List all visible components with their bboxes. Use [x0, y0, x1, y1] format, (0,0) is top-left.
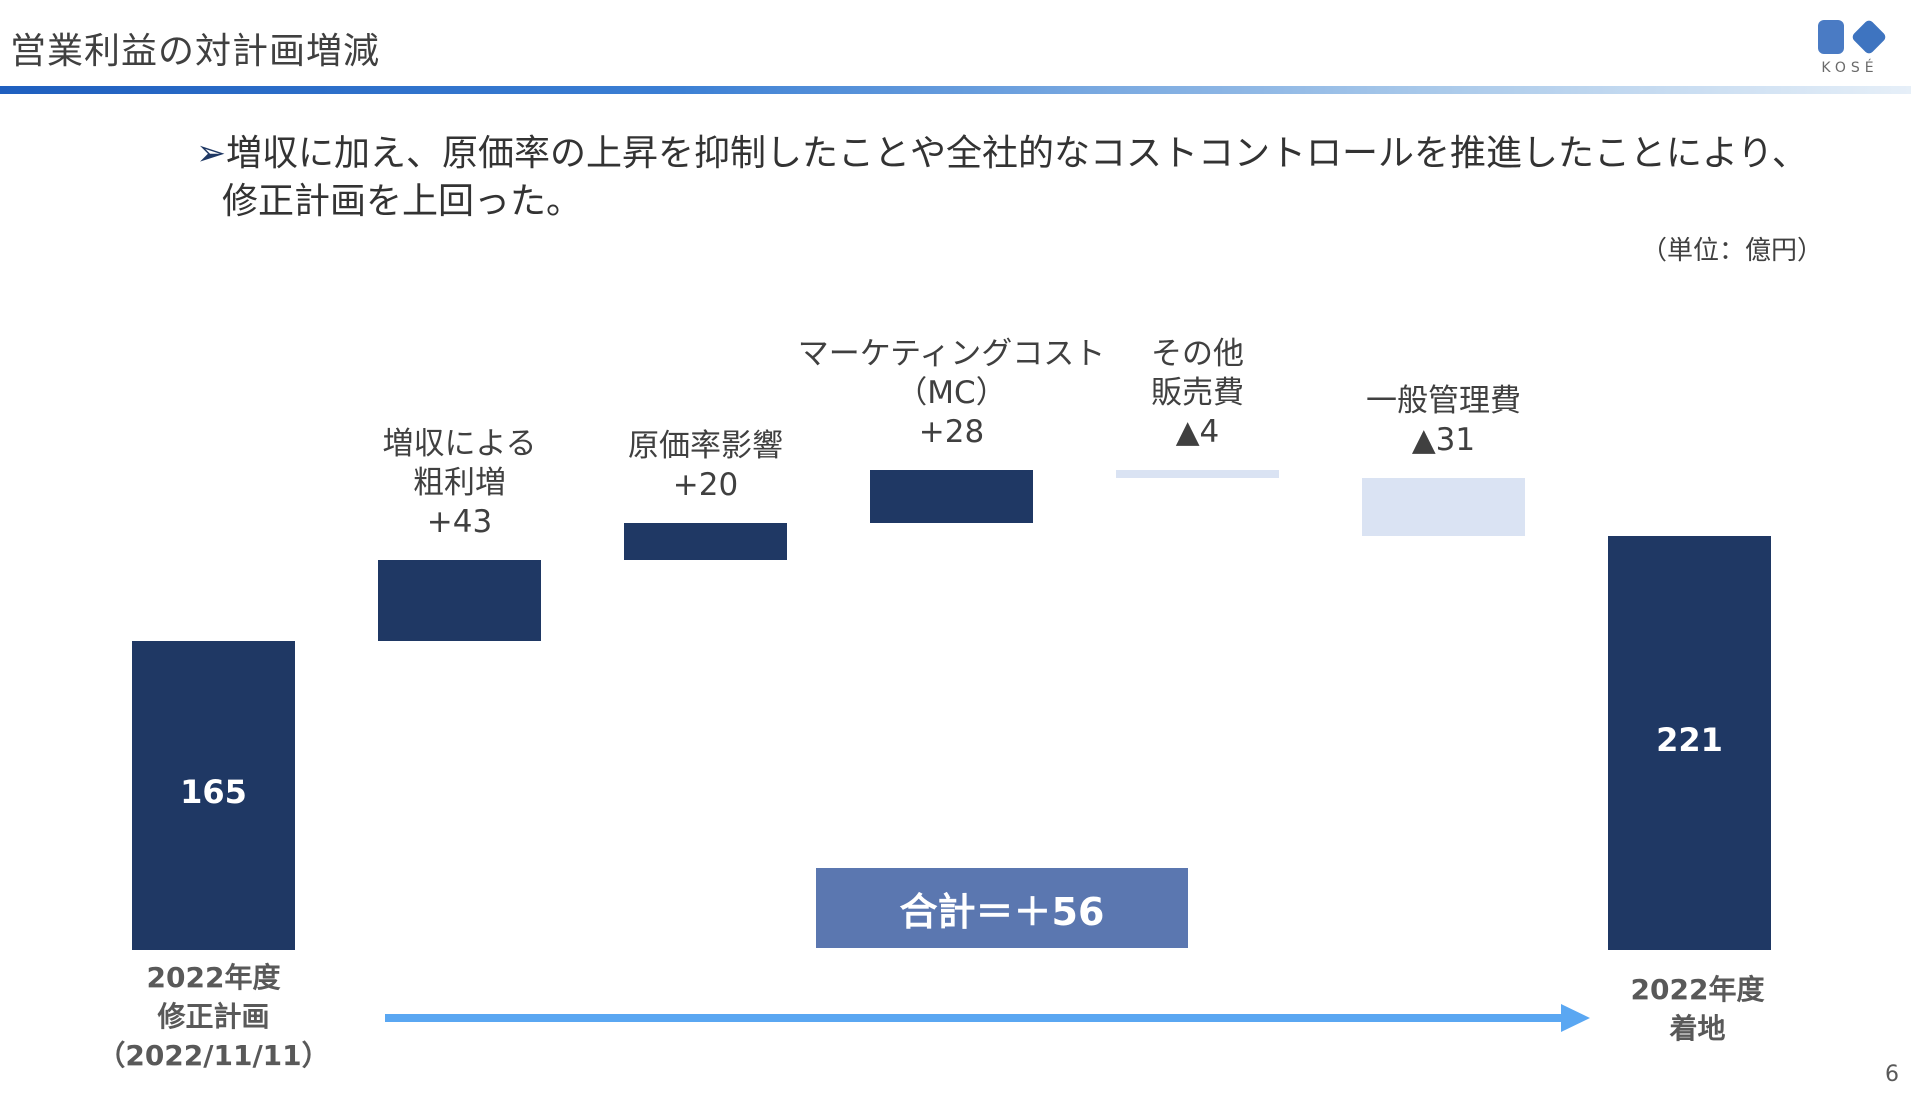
- end-label-line: 修正計画: [157, 1000, 270, 1033]
- category-label-line: 原価率影響: [628, 427, 783, 464]
- bar-value-label: 221: [1656, 720, 1723, 759]
- bar-value-label: 165: [180, 773, 247, 812]
- delta-value-label: ▲31: [1411, 421, 1476, 458]
- category-label-line: 販売費: [1151, 375, 1244, 411]
- bullet-arrow-icon: ➢: [196, 133, 227, 174]
- waterfall-bar-3: [624, 522, 787, 560]
- category-label: その他 販売費 ▲4: [1151, 335, 1244, 452]
- delta-value-label: +20: [672, 466, 739, 503]
- category-label-line: その他: [1151, 336, 1244, 372]
- category-label: 一般管理費 ▲31: [1366, 382, 1521, 460]
- waterfall-bar-5: [1116, 470, 1279, 478]
- kose-logo: KOSÉ: [1812, 18, 1902, 82]
- category-label: 原価率影響 +20: [628, 427, 783, 505]
- headline-line-1: 増収に加え、原価率の上昇を抑制したことや全社的なコストコントロールを推進したこと…: [226, 133, 1808, 174]
- end-label-line: 着地: [1669, 1012, 1726, 1045]
- category-label: 増収による 粗利増 +43: [382, 425, 536, 542]
- unit-label: （単位：億円）: [1640, 236, 1823, 266]
- end-label-line: （2022/11/11）: [97, 1039, 330, 1072]
- page-number: 6: [1885, 1062, 1899, 1087]
- category-label: マーケティングコスト （MC） +28: [798, 335, 1106, 452]
- right-arrow-icon: [385, 1004, 1590, 1032]
- delta-value-label: ▲4: [1175, 414, 1220, 450]
- header-divider: [0, 86, 1911, 94]
- waterfall-bar-2: [378, 560, 541, 641]
- start-category-label: 2022年度 修正計画 （2022/11/11）: [97, 958, 329, 1075]
- waterfall-bar-6: [1362, 477, 1525, 536]
- category-label-line: 粗利増: [412, 465, 506, 501]
- delta-value-label: +28: [918, 414, 985, 450]
- headline: ➢増収に加え、原価率の上昇を抑制したことや全社的なコストコントロールを推進したこ…: [196, 130, 1808, 226]
- category-label-line: 一般管理費: [1366, 382, 1521, 419]
- headline-line-2: 修正計画を上回った。: [222, 181, 583, 222]
- category-label-line: マーケティングコスト: [797, 336, 1106, 372]
- waterfall-bar-4: [870, 470, 1033, 523]
- category-label-line: 増収による: [382, 426, 537, 462]
- waterfall-bar-1: 165: [132, 640, 295, 950]
- end-label-line: 2022年度: [1630, 973, 1765, 1006]
- logo-text: KOSÉ: [1821, 60, 1879, 76]
- end-label-line: 2022年度: [146, 961, 281, 994]
- logo-mark-icon: [1818, 20, 1886, 54]
- category-label-line: （MC）: [896, 375, 1007, 411]
- page-title: 営業利益の対計画増減: [10, 31, 381, 72]
- total-change-box: 合計＝＋56: [816, 868, 1188, 948]
- delta-value-label: +43: [426, 504, 493, 540]
- end-category-label: 2022年度 着地: [1631, 970, 1765, 1048]
- waterfall-bar-7: 221: [1608, 535, 1771, 950]
